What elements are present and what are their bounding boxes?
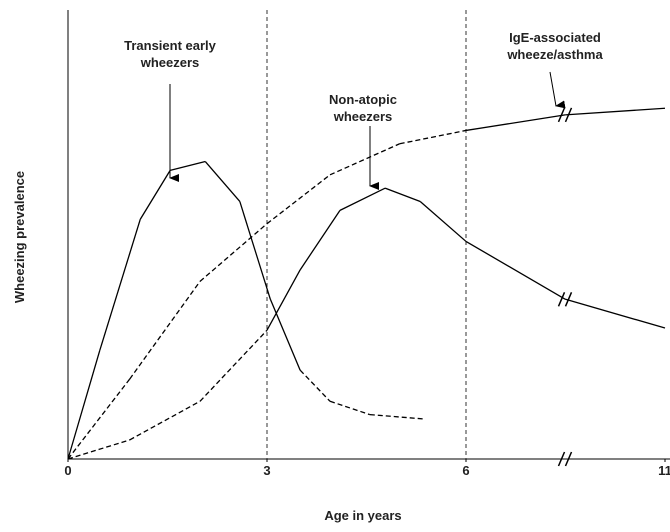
line-segment — [564, 298, 666, 329]
y-axis-label: Wheezing prevalence — [12, 171, 27, 303]
line-segment — [139, 170, 171, 220]
line-segment — [266, 174, 331, 225]
line-segment — [384, 187, 421, 203]
annotation: wheezers — [140, 55, 200, 70]
line-segment — [399, 129, 467, 145]
line-segment — [204, 161, 241, 202]
annotation: Non-atopic — [329, 92, 397, 107]
axis-break — [564, 291, 573, 307]
annotation: IgE-associated — [509, 30, 601, 45]
line-segment — [199, 329, 268, 402]
line-segment — [266, 269, 301, 331]
line-segment — [99, 219, 141, 351]
arrow — [549, 71, 566, 109]
line-segment — [129, 400, 201, 441]
axis-break — [557, 291, 566, 307]
x-tick-label: 3 — [263, 463, 270, 478]
x-tick-label: 0 — [64, 463, 71, 478]
line-segment — [67, 378, 131, 460]
axis-break — [557, 107, 566, 123]
line-segment — [339, 187, 386, 211]
line-segment — [169, 160, 206, 172]
line-segment — [419, 200, 467, 242]
annotation: wheeze/asthma — [506, 47, 603, 62]
axis-break — [564, 107, 573, 123]
line-segment — [465, 114, 566, 132]
line-segment — [369, 413, 425, 420]
line-segment — [67, 439, 130, 460]
x-axis-label: Age in years — [324, 508, 401, 523]
x-tick-label: 6 — [462, 463, 469, 478]
line-segment — [129, 281, 201, 380]
annotation: Transient early — [124, 38, 217, 53]
line-segment — [299, 209, 341, 271]
line-segment — [465, 240, 566, 300]
axis-break — [557, 451, 566, 467]
line-segment — [565, 107, 666, 116]
x-tick-label: 11 — [658, 463, 670, 478]
line-segment — [329, 400, 371, 416]
line-segment — [239, 201, 271, 300]
line-segment — [299, 369, 331, 402]
line-segment — [269, 298, 301, 371]
line-segment — [199, 223, 268, 282]
annotation: wheezers — [333, 109, 393, 124]
line-segment — [67, 350, 101, 460]
axis-break — [564, 451, 573, 467]
line-segment — [329, 143, 400, 176]
